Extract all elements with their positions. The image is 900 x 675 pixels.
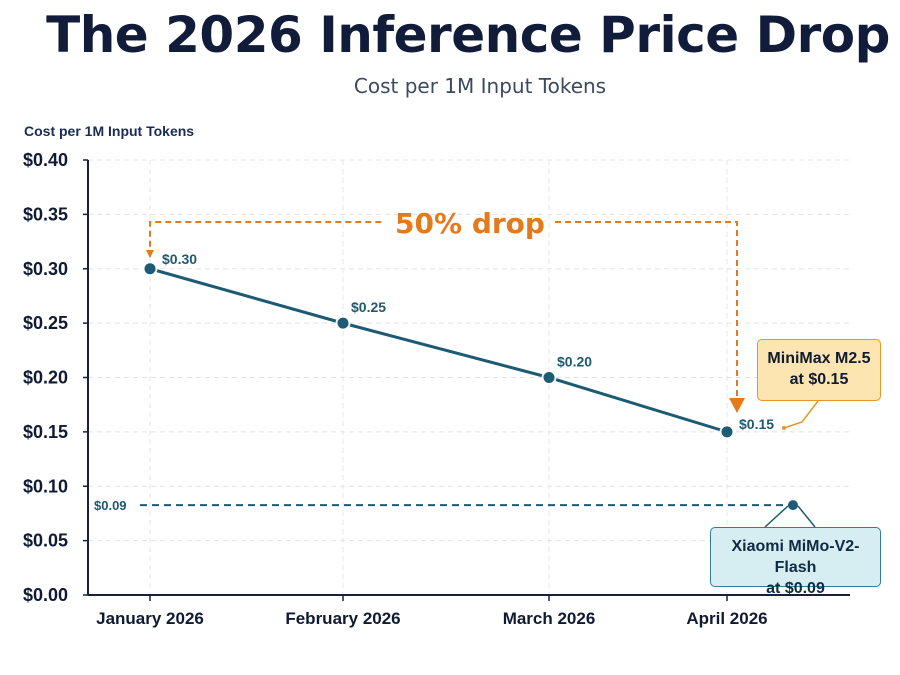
series-line: $0.30 $0.25 $0.20 $0.15 xyxy=(142,251,774,440)
y-ticks: $0.00 $0.05 $0.10 $0.15 $0.20 $0.25 $0.30 $0.35… xyxy=(23,150,88,605)
series-line-path xyxy=(149,267,728,434)
x-tick-label: April 2026 xyxy=(686,609,767,628)
drop-arrowhead-left xyxy=(146,250,154,258)
x-tick-label: January 2026 xyxy=(96,609,204,628)
data-label: $0.20 xyxy=(557,354,592,370)
xiaomi-callout-line2: at $0.09 xyxy=(766,580,825,597)
x-tick-label: March 2026 xyxy=(503,609,596,628)
reference-line-label: $0.09 xyxy=(94,498,127,513)
y-tick-label: $0.15 xyxy=(23,422,68,442)
y-tick-label: $0.00 xyxy=(23,585,68,605)
data-label: $0.25 xyxy=(351,299,386,315)
reference-line-group: $0.09 xyxy=(94,498,798,513)
callout-connectors xyxy=(764,400,819,528)
y-tick-label: $0.05 xyxy=(23,531,68,551)
data-point xyxy=(721,426,733,438)
chart-subtitle: Cost per 1M Input Tokens xyxy=(353,74,607,98)
data-point xyxy=(543,372,555,383)
drop-bracket-left xyxy=(149,221,385,257)
data-label: $0.15 xyxy=(739,416,774,432)
y-tick-label: $0.25 xyxy=(23,313,68,333)
x-tick-label: February 2026 xyxy=(285,609,400,628)
chart-title: The 2026 Inference Price Drop xyxy=(46,6,890,64)
x-ticks: January 2026 February 2026 March 2026 April… xyxy=(96,595,768,628)
data-label: $0.30 xyxy=(162,251,197,267)
minimax-callout-connector xyxy=(783,400,819,429)
xiaomi-callout: Xiaomi MiMo-V2-Flash at $0.09 xyxy=(710,527,881,597)
minimax-callout-line2: at $0.15 xyxy=(789,371,849,388)
xiaomi-callout-connector xyxy=(764,505,816,528)
drop-bracket-right xyxy=(555,221,738,400)
y-tick-label: $0.40 xyxy=(23,150,68,170)
y-tick-label: $0.10 xyxy=(23,476,68,496)
y-tick-label: $0.30 xyxy=(23,259,68,279)
drop-arrowhead-right xyxy=(729,398,745,413)
data-point xyxy=(144,263,156,275)
drop-annotation: 50% drop xyxy=(146,207,745,413)
xiaomi-callout-line1: Xiaomi MiMo-V2-Flash xyxy=(731,538,860,576)
minimax-callout: MiniMax M2.5 at $0.15 xyxy=(757,339,881,401)
drop-label: 50% drop xyxy=(395,207,545,240)
y-axis-title: Cost per 1M Input Tokens xyxy=(24,123,194,139)
xiaomi-point xyxy=(788,500,798,511)
minimax-callout-dot xyxy=(782,426,786,430)
minimax-callout-line1: MiniMax M2.5 xyxy=(767,350,871,367)
data-point xyxy=(337,317,349,329)
y-tick-label: $0.20 xyxy=(23,368,68,388)
y-tick-label: $0.35 xyxy=(23,204,68,224)
